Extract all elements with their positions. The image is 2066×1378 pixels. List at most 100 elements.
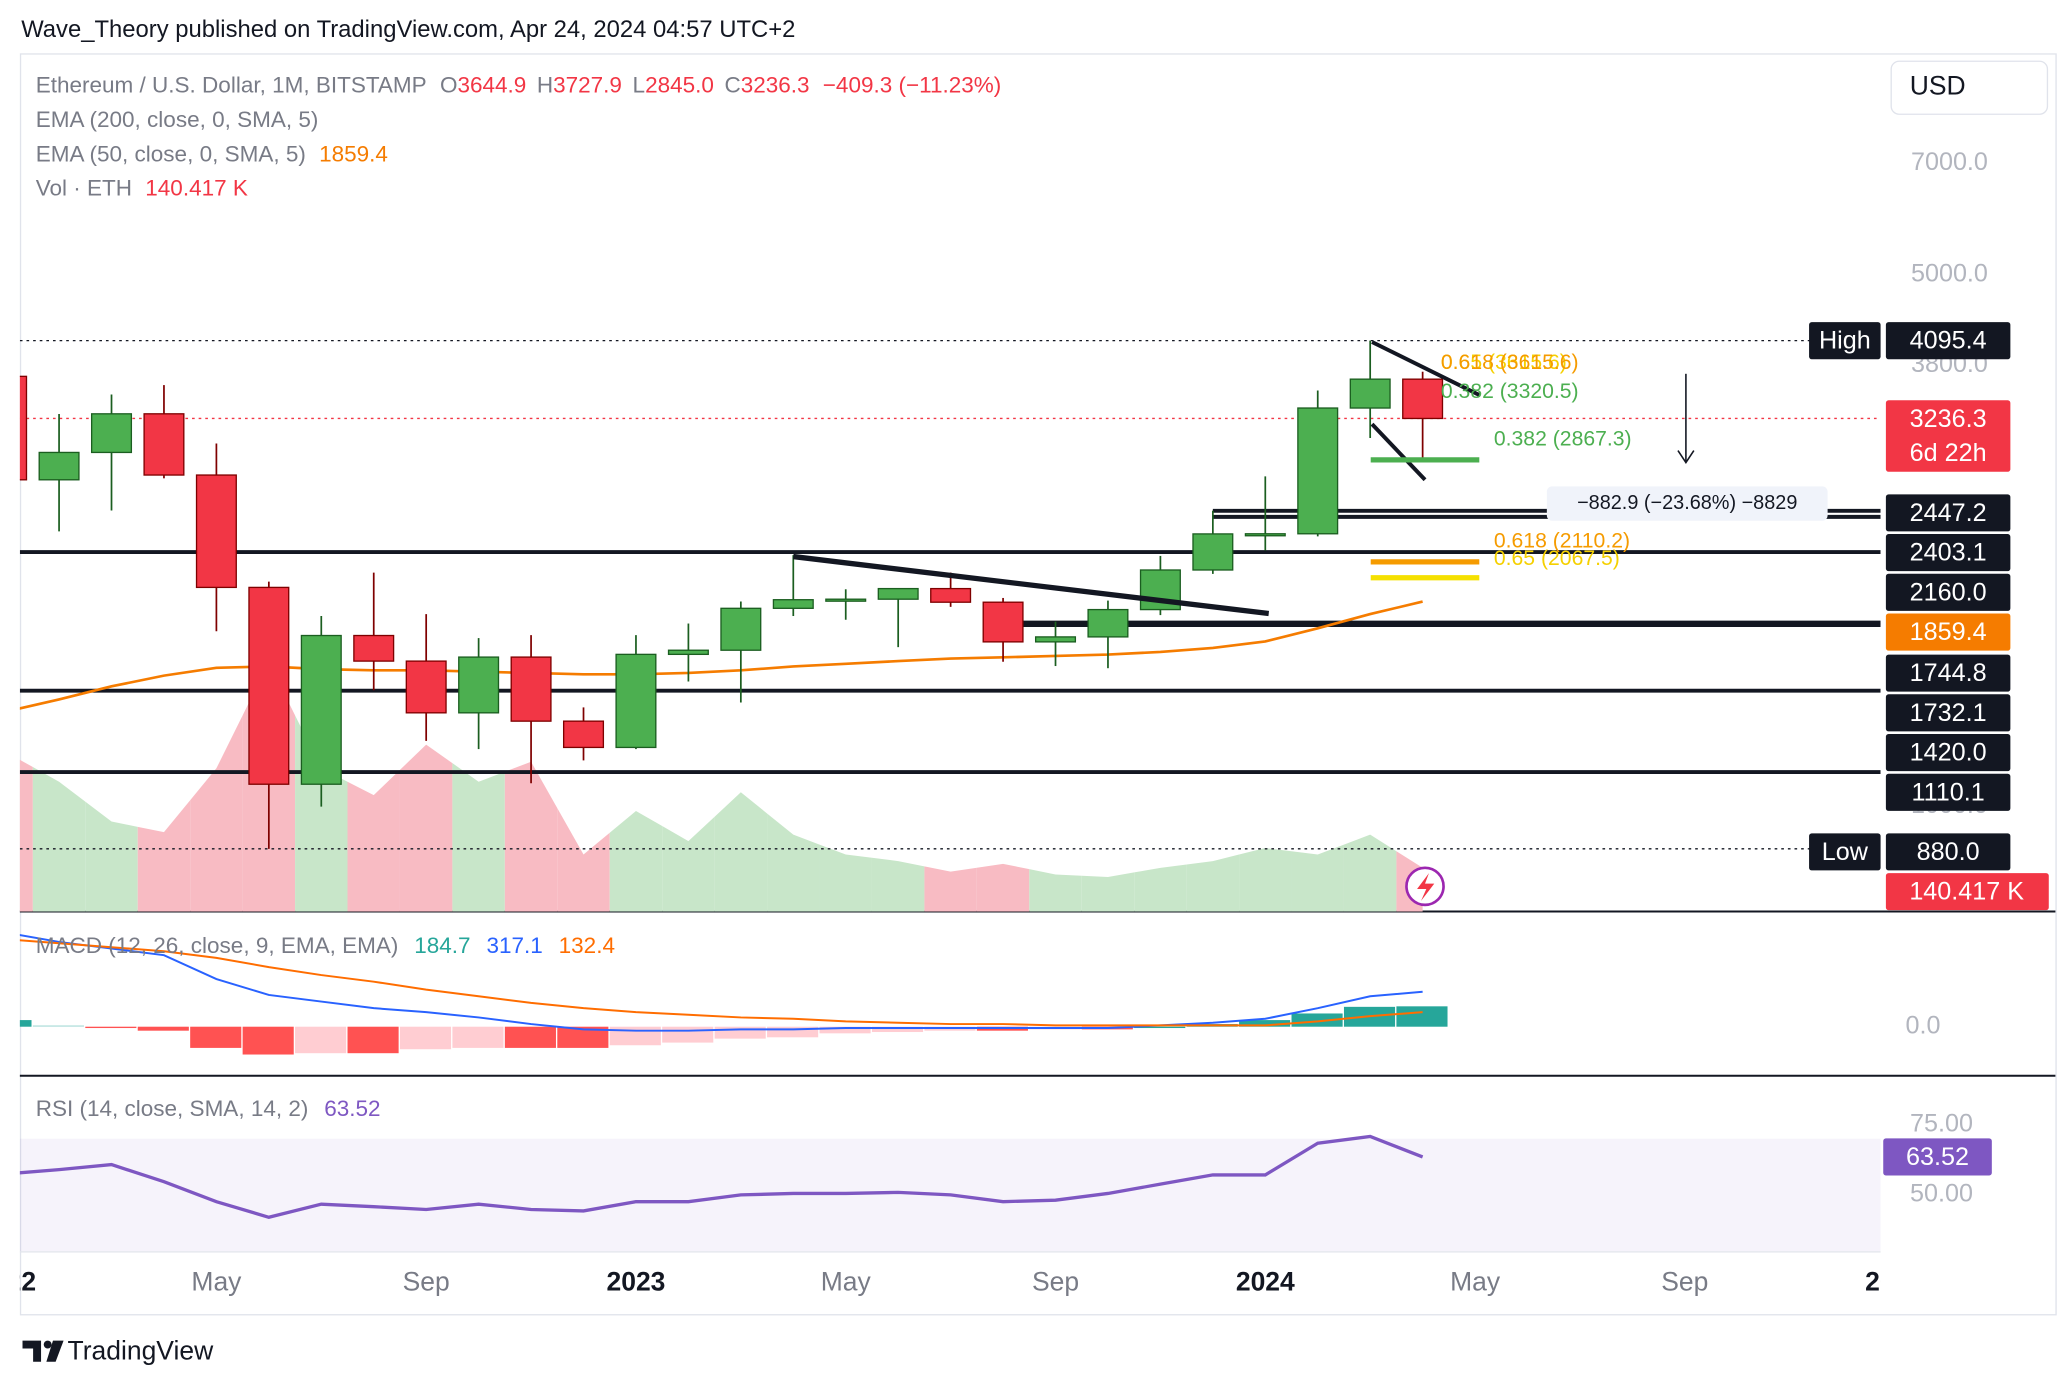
fib-label: 0.382 (2867.3) — [1494, 428, 1632, 451]
price-tag — [1885, 613, 2011, 651]
macd-bar — [242, 1026, 294, 1055]
volume-area — [347, 769, 400, 912]
candle-body — [1192, 533, 1234, 571]
macd-bar — [399, 1026, 452, 1050]
ema50-value: 1859.4 — [319, 141, 388, 166]
volume-area — [714, 792, 768, 912]
volume-area — [1134, 864, 1187, 912]
price-tag-label: 1859.4 — [1910, 618, 1987, 646]
rsi-layer — [19, 1134, 1881, 1252]
rsi-line — [19, 1134, 1424, 1220]
x-tick-label: Sep — [403, 1267, 450, 1297]
candle-body — [1244, 533, 1286, 537]
volume-tag-label: 140.417 K — [1909, 878, 2024, 906]
candle-body — [510, 656, 552, 722]
macd-title: MACD (12, 26, close, 9, EMA, EMA) — [36, 933, 399, 958]
volume-area — [32, 767, 86, 912]
price-tag-label: 1110.1 — [1912, 778, 1985, 806]
volume-layer — [19, 662, 1423, 912]
macd-bar — [1239, 1020, 1291, 1027]
logo-mark — [46, 1340, 64, 1362]
candle-body — [562, 720, 605, 749]
rsi-tag-label: 63.52 — [1906, 1143, 1969, 1171]
macd-bar — [714, 1026, 766, 1039]
macd-bar — [190, 1026, 242, 1048]
price-tag-title-box — [1809, 322, 1881, 360]
currency-button[interactable]: USD — [1890, 60, 2049, 115]
legend-row: Vol · ETH 140.417 K — [36, 176, 248, 201]
volume-area — [1081, 872, 1135, 912]
macd-bar — [557, 1026, 609, 1048]
candle-body — [982, 601, 1024, 643]
macd-bar — [295, 1026, 347, 1054]
candle-body — [38, 451, 80, 481]
measure-label: −882.9 (−23.68%) −8829 — [1577, 492, 1797, 514]
fib-label: 0.65 (2067.5) — [1494, 547, 1620, 570]
logo-text: TradingView — [68, 1336, 215, 1366]
x-tick-label: 2024 — [1236, 1267, 1295, 1297]
fib-label: 0.618 (3615.6) — [1441, 351, 1579, 374]
macd-bar — [347, 1026, 399, 1054]
volume-area — [609, 810, 663, 912]
macd-bar — [871, 1026, 924, 1033]
candle-body — [720, 607, 762, 651]
macd-hist-value: 184.7 — [414, 933, 470, 958]
volume-area — [767, 813, 820, 912]
price-tag-label: 880.0 — [1917, 838, 1980, 866]
trendline — [1370, 422, 1427, 482]
candle-body — [143, 413, 185, 476]
price-tag-label: 2403.1 — [1910, 539, 1987, 567]
price-tag — [1885, 322, 2011, 360]
macd-layer — [19, 934, 1448, 1055]
icon-bolt — [1417, 873, 1435, 901]
ohlc-value: 3644.9 — [457, 72, 526, 97]
price-tag-title: Low — [1822, 838, 1869, 866]
y-tick-label: 7000.0 — [1911, 148, 1988, 176]
volume-area — [452, 763, 505, 912]
rsi-title: RSI (14, close, SMA, 14, 2) — [36, 1096, 309, 1121]
volume-area — [19, 759, 33, 912]
alert-icon — [1405, 866, 1445, 907]
price-tag-title-box — [1809, 833, 1881, 871]
frame — [19, 53, 2057, 1316]
candle-body — [19, 375, 28, 481]
ohlc-value: 3727.9 — [553, 72, 622, 97]
macd-bar — [504, 1026, 556, 1048]
legend-bg — [22, 63, 1135, 207]
currency-box[interactable] — [1890, 60, 2049, 115]
price-tag-label: 4095.4 — [1910, 327, 1987, 355]
price-tag-label: 1420.0 — [1910, 739, 1987, 767]
volume-area — [819, 844, 872, 912]
macd-value: 317.1 — [486, 933, 542, 958]
trendline — [1371, 340, 1481, 397]
price-tag-label: 3236.3 — [1910, 405, 1987, 433]
volume-area — [1343, 834, 1397, 912]
price-tag — [1885, 534, 2011, 572]
volume-area — [137, 800, 191, 912]
ohlc-key: H — [537, 72, 553, 97]
vol-value: 140.417 K — [145, 176, 248, 201]
volume-area — [871, 857, 925, 912]
macd-bar — [452, 1026, 504, 1048]
ohlc-value: 2845.0 — [645, 72, 714, 97]
fib-label: 0.65 (3615.6) — [1441, 351, 1567, 374]
countdown: 6d 22h — [1910, 439, 1987, 467]
change: −409.3 (−11.23%) — [823, 72, 1001, 97]
macd-bar — [32, 1025, 84, 1027]
price-tag — [1885, 694, 2011, 732]
volume-area — [504, 761, 558, 912]
price-tag — [1885, 573, 2011, 611]
y-tick-label: 50.00 — [1910, 1180, 1973, 1208]
volume-area — [1029, 869, 1082, 912]
logo-mark — [22, 1340, 42, 1362]
price-tag-label: 2447.2 — [1910, 499, 1987, 527]
ohlc-key: O — [440, 72, 458, 97]
ema-layer — [19, 600, 1423, 710]
fib-label: 0.382 (3320.5) — [1441, 380, 1579, 403]
measure-box — [1546, 486, 1828, 521]
drawings — [792, 340, 1828, 617]
currency[interactable]: USD — [1910, 71, 1966, 101]
volume-area — [976, 863, 1030, 912]
volume-area — [1239, 847, 1292, 912]
